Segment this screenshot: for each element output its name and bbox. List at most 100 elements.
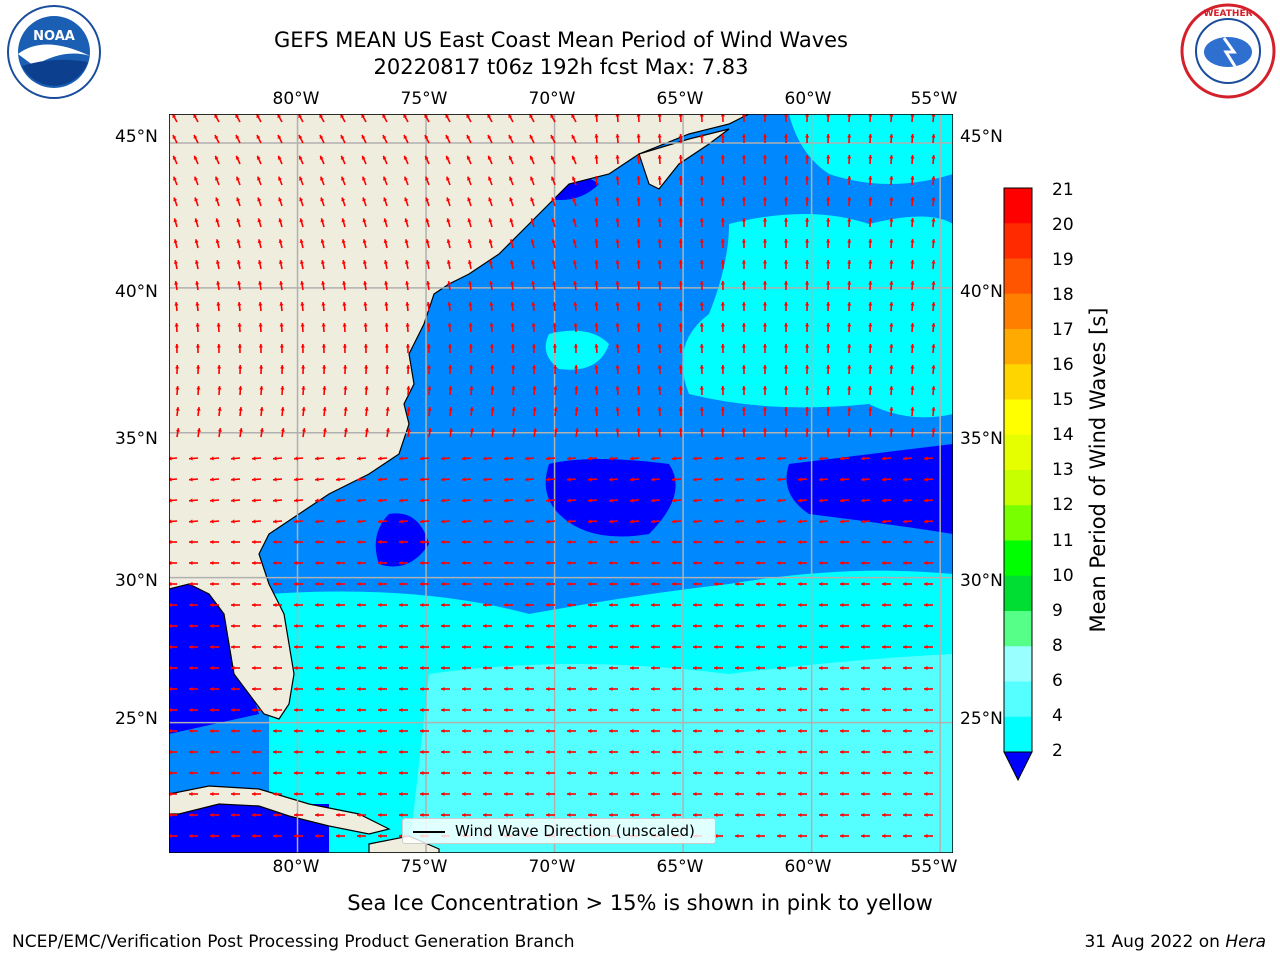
wave-direction-arrowhead — [294, 728, 298, 734]
wave-direction-arrowhead — [756, 686, 760, 692]
wave-direction-arrowhead — [910, 239, 915, 243]
wave-direction-arrowhead — [651, 602, 655, 608]
wave-direction-arrowhead — [615, 155, 620, 159]
wave-direction-arrowhead — [280, 386, 285, 390]
wave-direction-arrowhead — [173, 260, 178, 264]
wave-direction-arrowhead — [172, 114, 177, 119]
wave-direction-arrowhead — [216, 344, 221, 348]
wave-direction-arrowhead — [699, 407, 704, 411]
wave-direction-arrowhead — [882, 498, 886, 503]
wave-direction-arrowhead — [273, 686, 277, 692]
wave-direction-arrowhead — [466, 155, 471, 160]
wave-direction-arrowhead — [609, 519, 613, 524]
wave-direction-arrowhead — [189, 560, 193, 566]
wave-direction-arrowhead — [861, 644, 865, 650]
wave-direction-arrowhead — [819, 770, 823, 776]
wave-direction-arrowhead — [756, 749, 760, 755]
wave-direction-arrowhead — [258, 281, 263, 285]
wave-direction-arrowhead — [546, 623, 550, 629]
wave-direction-arrowhead — [699, 281, 704, 285]
wave-direction-arrowhead — [567, 812, 571, 818]
wave-direction-arrowhead — [889, 365, 894, 369]
wave-direction-arrowhead — [924, 707, 928, 713]
wave-direction-arrowhead — [777, 686, 781, 692]
wave-direction-arrowhead — [924, 456, 928, 461]
wave-direction-arrowhead — [571, 114, 576, 119]
wave-direction-arrowhead — [630, 519, 634, 524]
wave-direction-arrowhead — [530, 218, 535, 223]
wave-direction-arrowhead — [798, 812, 802, 818]
wave-direction-arrowhead — [735, 833, 739, 839]
wave-direction-arrowhead — [756, 581, 760, 587]
wave-direction-arrowhead — [294, 707, 298, 713]
wave-direction-arrowhead — [861, 812, 865, 818]
wave-direction-arrowhead — [573, 344, 578, 348]
wave-direction-arrowhead — [630, 602, 634, 608]
wave-direction-arrowhead — [174, 344, 179, 348]
lat-label-left: 40°N — [115, 282, 158, 302]
wave-direction-arrowhead — [195, 302, 200, 306]
wave-direction-arrowhead — [762, 386, 768, 390]
wave-direction-arrowhead — [609, 749, 613, 755]
wave-direction-arrowhead — [273, 602, 277, 608]
wave-direction-arrowhead — [320, 239, 325, 244]
colorbar-tick: 9 — [1052, 601, 1063, 621]
wave-direction-arrowhead — [924, 498, 928, 503]
wave-direction-arrowhead — [756, 623, 760, 629]
wave-direction-arrowhead — [238, 386, 243, 390]
wave-direction-arrowhead — [588, 581, 592, 587]
wave-direction-arrowhead — [868, 134, 873, 138]
wave-direction-arrowhead — [924, 477, 928, 482]
wave-direction-arrowhead — [404, 197, 409, 202]
wave-direction-arrowhead — [336, 477, 340, 482]
wave-direction-arrowhead — [315, 791, 319, 797]
wave-direction-arrowhead — [762, 260, 768, 264]
wave-direction-arrowhead — [889, 386, 894, 390]
wave-direction-arrowhead — [383, 197, 388, 202]
colorbar-tick: 2 — [1052, 741, 1063, 761]
wave-direction-arrowhead — [861, 498, 865, 503]
wave-direction-arrowhead — [861, 770, 865, 776]
wave-direction-arrowhead — [510, 323, 515, 327]
wave-direction-arrowhead — [488, 218, 493, 223]
wave-direction-arrowhead — [399, 623, 403, 629]
wave-direction-arrowhead — [630, 770, 634, 776]
wave-direction-arrowhead — [252, 728, 256, 734]
wave-direction-arrowhead — [573, 323, 578, 327]
wave-direction-arrowhead — [609, 791, 613, 797]
lat-label-left: 25°N — [115, 709, 158, 729]
wave-direction-arrowhead — [420, 770, 424, 776]
wave-direction-arrowhead — [783, 302, 789, 306]
wave-direction-arrowhead — [525, 477, 529, 482]
wave-direction-arrowhead — [169, 749, 172, 755]
wave-direction-arrowhead — [169, 686, 172, 692]
wave-direction-arrowhead — [511, 407, 516, 411]
wave-direction-arrowhead — [273, 791, 277, 797]
wave-direction-arrowhead — [741, 386, 746, 390]
wave-direction-arrowhead — [756, 812, 760, 818]
wave-direction-arrowhead — [672, 707, 676, 713]
wave-direction-arrowhead — [657, 365, 662, 369]
wave-direction-arrowhead — [889, 176, 894, 180]
wave-direction-arrowhead — [399, 477, 403, 482]
wave-direction-arrowhead — [636, 218, 641, 222]
wave-direction-arrowhead — [378, 477, 382, 482]
wave-direction-arrowhead — [169, 560, 172, 566]
wave-direction-arrowhead — [630, 707, 634, 713]
wave-direction-arrowhead — [508, 114, 513, 119]
wave-direction-arrowhead — [550, 134, 555, 139]
wave-direction-arrowhead — [783, 239, 789, 243]
wave-direction-arrowhead — [868, 155, 873, 159]
wave-direction-arrowhead — [169, 707, 172, 713]
colorbar-tick: 6 — [1052, 671, 1063, 691]
wave-direction-arrowhead — [672, 498, 676, 503]
wave-direction-arrowhead — [252, 456, 256, 461]
colorbar-under-triangle — [1003, 751, 1033, 782]
wave-direction-arrowhead — [720, 407, 725, 411]
wave-direction-arrowhead — [798, 560, 802, 566]
wave-direction-arrowhead — [279, 323, 284, 327]
wave-direction-arrowhead — [336, 686, 340, 692]
wave-direction-arrowhead — [441, 602, 445, 608]
wave-direction-arrowhead — [361, 155, 366, 160]
wave-direction-arrowhead — [427, 365, 432, 369]
